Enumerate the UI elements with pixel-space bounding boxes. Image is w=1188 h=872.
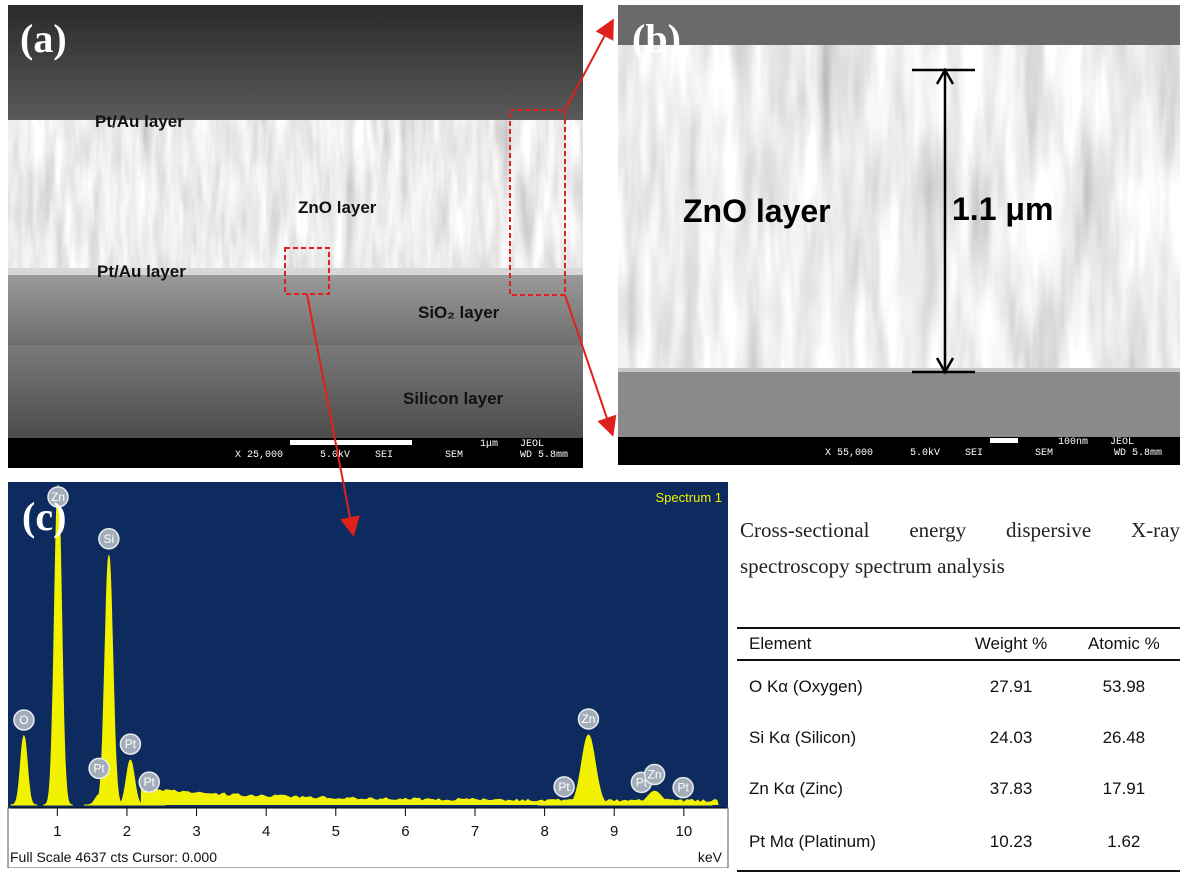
table-header: Element Weight % Atomic %	[737, 628, 1180, 660]
table-row: O Kα (Oxygen)27.9153.98	[737, 660, 1180, 712]
annotation: ZnO layer	[298, 198, 377, 217]
footer-text: X 25,000	[235, 450, 283, 461]
table-cell: 10.23	[954, 814, 1067, 871]
footer-text: 5.0kV	[320, 449, 350, 461]
table-body: O Kα (Oxygen)27.9153.98Si Kα (Silicon)24…	[737, 660, 1180, 871]
peak-label: Pt	[558, 780, 570, 794]
table-cell: O Kα (Oxygen)	[737, 660, 954, 712]
spectrum: OZnPtSiPtPtPtZnPtZnPt12345678910Spectrum…	[8, 482, 728, 868]
table-cell: 24.03	[954, 712, 1067, 763]
annotation: 1.1 μm	[952, 191, 1053, 227]
panel-label: (c)	[22, 494, 66, 539]
table-cell: 37.83	[954, 763, 1067, 814]
x-tick-label: 1	[53, 823, 61, 840]
footer-text: Full Scale 4637 cts Cursor: 0.000	[10, 849, 217, 865]
table-row: Pt Mα (Platinum)10.231.62	[737, 814, 1180, 871]
sem-image-b	[618, 5, 1180, 465]
x-tick-label: 10	[675, 823, 692, 840]
peak-label: Pt	[125, 737, 137, 751]
peak-label: Zn	[648, 767, 662, 781]
footer-text: WD 5.8mm	[1114, 448, 1162, 459]
table-cell: 53.98	[1068, 660, 1180, 712]
footer-text: SEI	[375, 450, 393, 461]
x-tick-label: 6	[401, 823, 409, 840]
figure-page: (a) Pt/Au layer ZnO layer Pt/Au layer Si…	[0, 0, 1188, 868]
x-tick-label: 8	[540, 823, 548, 840]
peak-label: Zn	[581, 712, 595, 726]
table-cell: Zn Kα (Zinc)	[737, 763, 954, 814]
x-tick-label: 9	[610, 823, 618, 840]
header-cell: Element	[737, 628, 954, 660]
header-cell: Atomic %	[1068, 628, 1180, 660]
peak-label: Pt	[144, 775, 156, 789]
footer-text: WD 5.8mm	[520, 450, 568, 461]
footer-text: JEOL	[1110, 437, 1134, 448]
table-cell: Pt Mα (Platinum)	[737, 814, 954, 871]
table-cell: 1.62	[1068, 814, 1180, 871]
footer-text: SEM	[445, 450, 463, 461]
table-cell: Si Kα (Silicon)	[737, 712, 954, 763]
x-unit: keV	[698, 849, 723, 865]
footer-text: 5.0kV	[910, 447, 940, 459]
footer-text: 100nm	[1058, 437, 1088, 448]
x-tick-label: 7	[471, 823, 479, 840]
peak-label: Pt	[677, 781, 689, 795]
annotation: Pt/Au layer	[95, 112, 184, 131]
footer-text: SEI	[965, 448, 983, 459]
annotation: ZnO layer	[683, 193, 831, 229]
panel-label: (b)	[632, 16, 681, 61]
element-table: Element Weight % Atomic % O Kα (Oxygen)2…	[737, 627, 1180, 872]
annotation: SiO₂ layer	[418, 303, 500, 322]
table-row: Si Kα (Silicon)24.0326.48	[737, 712, 1180, 763]
panel-label: (a)	[20, 16, 67, 61]
footer-text: JEOL	[520, 439, 544, 450]
footer-text: X 55,000	[825, 448, 873, 459]
x-tick-label: 3	[192, 823, 200, 840]
spectrum-title: Spectrum 1	[656, 490, 722, 505]
peak-label: Si	[104, 532, 115, 546]
annotation: Pt/Au layer	[97, 262, 186, 281]
table-cell: 27.91	[954, 660, 1067, 712]
x-tick-label: 5	[332, 823, 340, 840]
table-cell: 26.48	[1068, 712, 1180, 763]
peak-label: Pt	[93, 761, 105, 775]
footer-text: 1μm	[480, 439, 498, 450]
footer-text: SEM	[1035, 448, 1053, 459]
table-cell: 17.91	[1068, 763, 1180, 814]
header-cell: Weight %	[954, 628, 1067, 660]
peak-label: O	[19, 713, 28, 727]
annotation: Silicon layer	[403, 389, 504, 408]
x-tick-label: 2	[123, 823, 131, 840]
x-tick-label: 4	[262, 823, 270, 840]
table-row: Zn Kα (Zinc)37.8317.91	[737, 763, 1180, 814]
caption: Cross-sectional energy dispersive X-ray …	[740, 512, 1180, 584]
